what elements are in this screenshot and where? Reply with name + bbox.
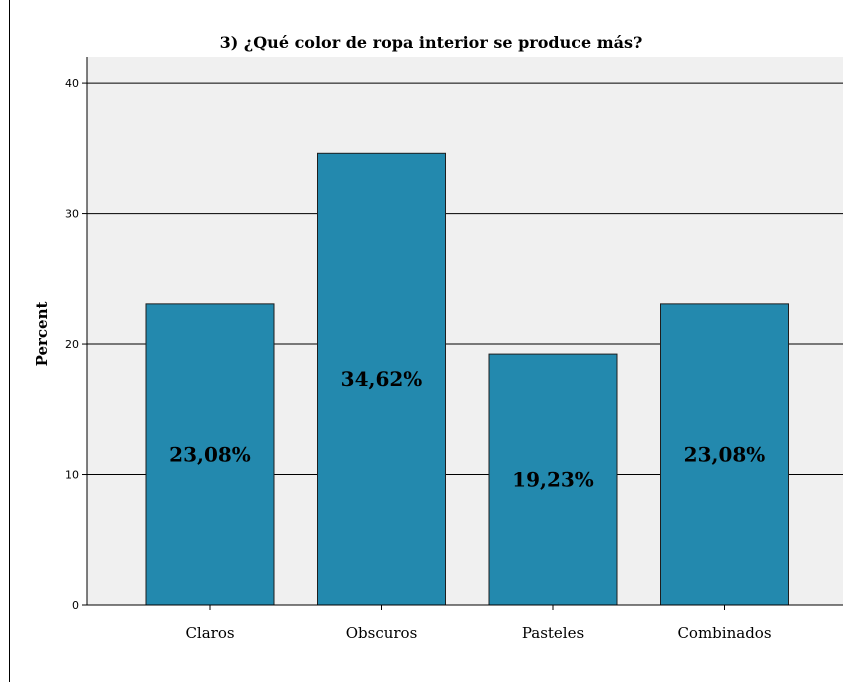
data-label: 23,08% bbox=[169, 442, 251, 466]
bars bbox=[145, 152, 789, 606]
bar-pasteles bbox=[488, 353, 618, 606]
bar-obscuros bbox=[317, 152, 446, 606]
y-tick-label: 10 bbox=[65, 469, 79, 482]
chart-title: 3) ¿Qué color de ropa interior se produc… bbox=[220, 33, 643, 52]
bar-claros bbox=[145, 303, 275, 606]
y-tick-label: 30 bbox=[65, 208, 79, 221]
y-axis-label: Percent bbox=[33, 302, 51, 367]
y-tick-label: 0 bbox=[72, 599, 79, 612]
x-tick-label: Claros bbox=[185, 624, 234, 642]
chart-frame bbox=[9, 0, 843, 682]
x-tick-labels: Claros Obscuros Pasteles Combinados bbox=[185, 624, 771, 642]
y-tick-labels: 0 10 20 30 40 bbox=[65, 77, 79, 612]
data-label: 19,23% bbox=[512, 468, 594, 492]
axes bbox=[82, 57, 843, 610]
data-label: 34,62% bbox=[341, 367, 423, 391]
x-tick-label: Combinados bbox=[677, 624, 771, 642]
data-label: 23,08% bbox=[684, 442, 766, 466]
y-tick-label: 20 bbox=[65, 338, 79, 351]
y-tick-label: 40 bbox=[65, 77, 79, 90]
data-labels: 23,08% 34,62% 19,23% 23,08% bbox=[169, 367, 765, 491]
x-tick-label: Obscuros bbox=[346, 624, 418, 642]
x-tick-label: Pasteles bbox=[522, 624, 584, 642]
